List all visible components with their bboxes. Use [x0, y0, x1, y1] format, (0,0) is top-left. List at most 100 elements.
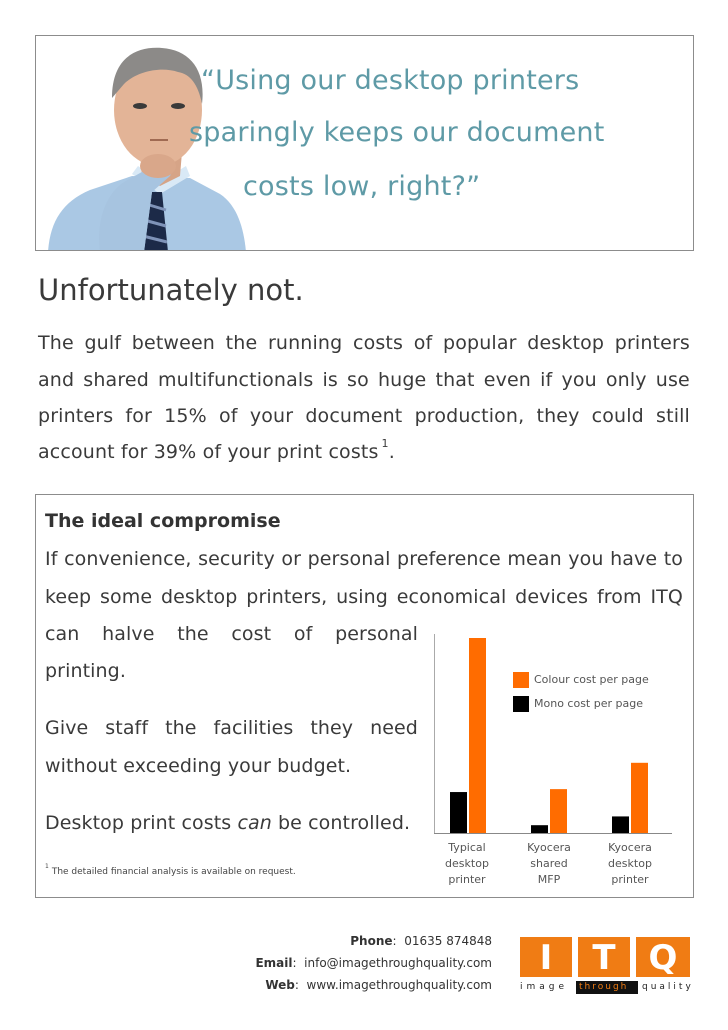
word: the [225, 332, 258, 354]
email-label: Email [255, 956, 293, 970]
word: the [177, 623, 209, 645]
controlled-text-b: be controlled. [278, 812, 411, 834]
word: multifunctionals [158, 369, 314, 391]
word: The [38, 332, 74, 354]
word: desktop [527, 332, 605, 354]
logo-tag-quality: quality [642, 982, 694, 992]
word: printers [38, 405, 114, 427]
footnote-text: The detailed financial analysis is avail… [51, 867, 296, 877]
category-label: Typical desktop printer [445, 841, 489, 886]
word: they [310, 717, 354, 739]
word: your [249, 405, 294, 427]
word: can [45, 623, 80, 645]
logo-block-q: Q [636, 937, 690, 978]
web-label: Web [265, 978, 295, 992]
compromise-line-6: without exceeding your budget. [45, 755, 352, 777]
footnote-ref: 1 [381, 437, 389, 450]
word: is [322, 369, 338, 391]
footnote: 1The detailed financial analysis is avai… [45, 863, 296, 877]
compromise-line-1: If convenience, security or personal preferen… [45, 548, 683, 570]
word: the [165, 717, 197, 739]
word: only [605, 369, 647, 391]
controlled-text-em: can [237, 812, 272, 834]
word: of [413, 332, 433, 354]
word: printers, [246, 586, 328, 608]
bar-colour [469, 638, 486, 833]
word: gulf [84, 332, 122, 354]
word: convenience, [64, 548, 192, 570]
word: of [219, 405, 238, 427]
word: for [125, 405, 152, 427]
logo-letter: I [539, 938, 553, 978]
email-link[interactable]: info@imagethroughquality.com [304, 956, 492, 970]
intro-period: . [388, 441, 395, 463]
contact-phone: Phone: 01635 874848 [350, 934, 492, 948]
compromise-line-3: can halve the cost of personal [45, 623, 418, 645]
quote-box: “Using our desktop printers sparingly ke… [35, 35, 694, 251]
word: so [347, 369, 369, 391]
legend-mono-label: Mono cost per page [534, 697, 643, 710]
logo-letter: T [592, 938, 616, 978]
word: costs [352, 332, 404, 354]
word: facilities [213, 717, 294, 739]
chart-plot [434, 634, 672, 834]
cost-per-page-chart: Colour cost per page Mono cost per page … [428, 630, 708, 892]
compromise-title: The ideal compromise [45, 510, 281, 532]
intro-last-text: account for 39% of your print costs [38, 441, 379, 463]
legend-swatch-colour [513, 672, 529, 688]
word: between [131, 332, 215, 354]
word: you [561, 369, 597, 391]
category-label: Kyocera desktop printer [608, 841, 652, 886]
word: printers [614, 332, 690, 354]
word: huge [377, 369, 427, 391]
word: security [198, 548, 275, 570]
compromise-line-7: Desktop print costs can be controlled. [45, 812, 410, 834]
word: from [597, 586, 642, 608]
phone-value[interactable]: 01635 874848 [404, 934, 492, 948]
compromise-line-4: printing. [45, 660, 126, 682]
bar-mono [531, 825, 548, 833]
word: shared [83, 369, 149, 391]
bar-mono [450, 792, 467, 833]
logo-block-t: T [578, 937, 630, 978]
word: document [305, 405, 403, 427]
word: Give [45, 717, 89, 739]
legend-colour-label: Colour cost per page [534, 673, 649, 686]
logo-letter: Q [648, 938, 678, 978]
category-label: Kyocera shared MFP [527, 841, 571, 886]
word: mean [507, 548, 562, 570]
word: cost [231, 623, 272, 645]
word: production, [414, 405, 525, 427]
word: some [100, 586, 153, 608]
word: using [336, 586, 388, 608]
intro-line-1: The gulf between the running costs of popular de… [38, 332, 690, 354]
word: to [663, 548, 683, 570]
word: use [655, 369, 690, 391]
word: popular [443, 332, 517, 354]
contact-email: Email: info@imagethroughquality.com [255, 956, 492, 970]
phone-label: Phone [350, 934, 393, 948]
word: you [568, 548, 604, 570]
intro-line-2: and shared multifunctionals is so huge that eve… [38, 369, 690, 391]
contact-web: Web: www.imagethroughquality.com [265, 978, 492, 992]
word: devices [515, 586, 589, 608]
web-link[interactable]: www.imagethroughquality.com [306, 978, 492, 992]
word: could [591, 405, 644, 427]
word: or [281, 548, 302, 570]
word: still [656, 405, 690, 427]
compromise-line-2: keep some desktop printers, using economical d… [45, 586, 683, 608]
headline: Unfortunately not. [38, 273, 304, 307]
word: economical [396, 586, 507, 608]
word: that [435, 369, 475, 391]
quote-line-3: costs low, right?” [243, 171, 481, 202]
word: If [45, 548, 58, 570]
legend-swatch-mono [513, 696, 529, 712]
logo-block-i: I [520, 937, 572, 978]
quote-line-1: “Using our desktop printers [201, 65, 580, 96]
compromise-line-5: Give staff the facilities they need [45, 717, 418, 739]
word: they [536, 405, 580, 427]
word: personal [307, 548, 391, 570]
footnote-mark: 1 [45, 863, 49, 870]
word: staff [105, 717, 149, 739]
compromise-box: The ideal compromise If convenience, secur… [35, 494, 694, 898]
